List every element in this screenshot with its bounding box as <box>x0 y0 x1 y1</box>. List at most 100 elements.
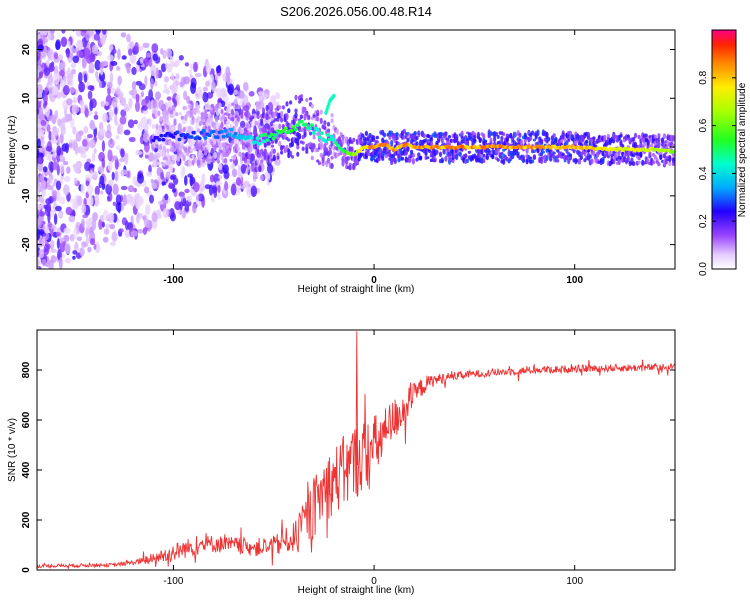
spectrogram-band-cell <box>496 158 500 162</box>
spectrogram-noise-blob <box>205 63 212 74</box>
spectrogram-band-cell <box>254 120 258 126</box>
spectrogram-noise-blob <box>37 148 40 159</box>
spectrogram-spur-cell <box>327 101 331 106</box>
spectrogram-band-cell <box>319 117 323 125</box>
spectrogram-band-cell <box>289 100 293 105</box>
spectrogram-band-cell <box>227 149 231 155</box>
spectrogram-ridge-cell <box>211 129 216 134</box>
spectrogram-noise-blob <box>115 135 120 140</box>
spectrogram-noise-blob <box>266 174 271 181</box>
spectrogram-band-cell <box>637 156 641 161</box>
spectrogram-band-cell <box>224 157 228 164</box>
spectrogram-noise-blob <box>99 128 106 136</box>
spectrogram-noise-blob <box>102 209 109 221</box>
spectrogram-noise-blob <box>215 180 222 187</box>
colorbar-tick-label: 0.8 <box>698 70 709 84</box>
spectrogram-noise-blob <box>87 184 94 195</box>
spectrogram-noise-blob <box>184 62 190 67</box>
spectrogram-noise-blob <box>42 12 47 18</box>
spectrogram-band-cell <box>316 116 320 122</box>
spectrogram-band-cell <box>493 136 497 143</box>
spectrogram-band-cell <box>668 160 672 167</box>
spectrogram-noise-blob <box>91 218 97 231</box>
spectrogram-ridge-cell <box>329 134 334 139</box>
spectrogram-noise-blob <box>128 136 136 143</box>
spectrogram-ridge-cell <box>223 129 228 133</box>
spectrogram-band-cell <box>187 160 192 167</box>
spectrogram-noise-blob <box>43 14 47 25</box>
spectrogram-noise-blob <box>230 183 237 196</box>
spectrogram-noise-blob <box>105 101 109 107</box>
spectrogram-noise-blob <box>243 81 249 91</box>
spectrogram-noise-blob <box>36 270 41 275</box>
spectrogram-noise-blob <box>60 36 68 47</box>
spectrogram-band-cell <box>632 136 636 142</box>
spectrogram-noise-blob <box>149 194 154 204</box>
spectrogram-noise-blob <box>93 148 97 154</box>
spectrogram-noise-blob <box>78 130 84 136</box>
spectrogram-band-cell <box>157 154 161 158</box>
spectrogram-band-cell <box>162 161 166 167</box>
spectrogram-noise-blob <box>120 32 127 38</box>
spectrogram-band-cell <box>287 138 291 142</box>
spectrogram-noise-blob <box>180 169 184 180</box>
spectrogram-ridge-cell <box>257 142 262 146</box>
spectrogram-band-cell <box>552 151 556 155</box>
spectrogram-band-cell <box>204 110 208 115</box>
spectrogram-noise-blob <box>184 204 190 212</box>
y-tick-label: -10 <box>21 188 32 203</box>
spectrogram-noise-blob <box>144 204 151 216</box>
spectrogram-noise-blob <box>37 3 41 7</box>
spectrogram-noise-blob <box>168 182 174 190</box>
spectrogram-band-cell <box>326 157 331 164</box>
spectrogram-band-cell <box>413 131 417 136</box>
spectrogram-band-cell <box>186 110 190 117</box>
spectrogram-noise-blob <box>209 174 215 183</box>
spectrogram-noise-blob <box>82 214 89 219</box>
spectrogram-band-cell <box>330 156 334 160</box>
spectrogram-noise-blob <box>120 185 128 191</box>
spectrogram-noise-blob <box>53 213 58 226</box>
spectrogram-noise-blob <box>144 75 148 86</box>
spectrogram-noise-blob <box>52 150 57 159</box>
spectrogram-band-cell <box>484 139 488 143</box>
spectrogram-band-cell <box>473 135 477 139</box>
spectrogram-x-axis-label: Height of straight line (km) <box>298 284 415 295</box>
spectrogram-noise-blob <box>152 53 158 61</box>
spectrogram-noise-blob <box>107 138 115 149</box>
spectrogram-band-cell <box>626 155 630 163</box>
spectrogram-ridge-cell <box>203 136 208 140</box>
spectrogram-band-cell <box>166 160 170 166</box>
spectrogram-ridge-cell <box>219 130 224 134</box>
spectrogram-noise-blob <box>112 201 117 206</box>
spectrogram-noise-blob <box>93 114 99 120</box>
spectrogram-band-cell <box>408 157 412 164</box>
spectrogram-noise-blob <box>40 120 47 126</box>
spectrogram-noise-blob <box>80 183 85 194</box>
spectrogram-noise-blob <box>215 65 221 74</box>
spectrogram-noise-blob <box>138 46 144 51</box>
spectrogram-band-cell <box>182 106 186 110</box>
spectrogram-noise-blob <box>118 228 124 233</box>
spectrogram-band-cell <box>312 143 316 150</box>
spectrogram-band-cell <box>209 115 213 119</box>
spectrogram-band-cell <box>193 111 197 115</box>
spectrogram-noise-blob <box>57 118 62 127</box>
spectrogram-band-cell <box>521 159 526 163</box>
spectrogram-noise-blob <box>37 249 40 258</box>
spectrogram-noise-blob <box>160 48 164 55</box>
y-tick-label: 0 <box>21 567 32 573</box>
spectrogram-noise-blob <box>136 229 144 234</box>
spectrogram-band-cell <box>317 161 322 166</box>
spectrogram-band-cell <box>296 145 300 150</box>
spectrogram-band-cell <box>395 132 399 138</box>
spectrogram-noise-blob <box>87 90 93 100</box>
spectrogram-noise-blob <box>53 52 59 60</box>
spectrogram-band-cell <box>213 145 217 152</box>
spectrogram-band-cell <box>249 146 253 153</box>
spectrogram-noise-blob <box>97 30 101 34</box>
spectrogram-noise-blob <box>55 41 60 51</box>
spectrogram-noise-blob <box>37 91 43 102</box>
spectrogram-noise-blob <box>199 88 203 98</box>
